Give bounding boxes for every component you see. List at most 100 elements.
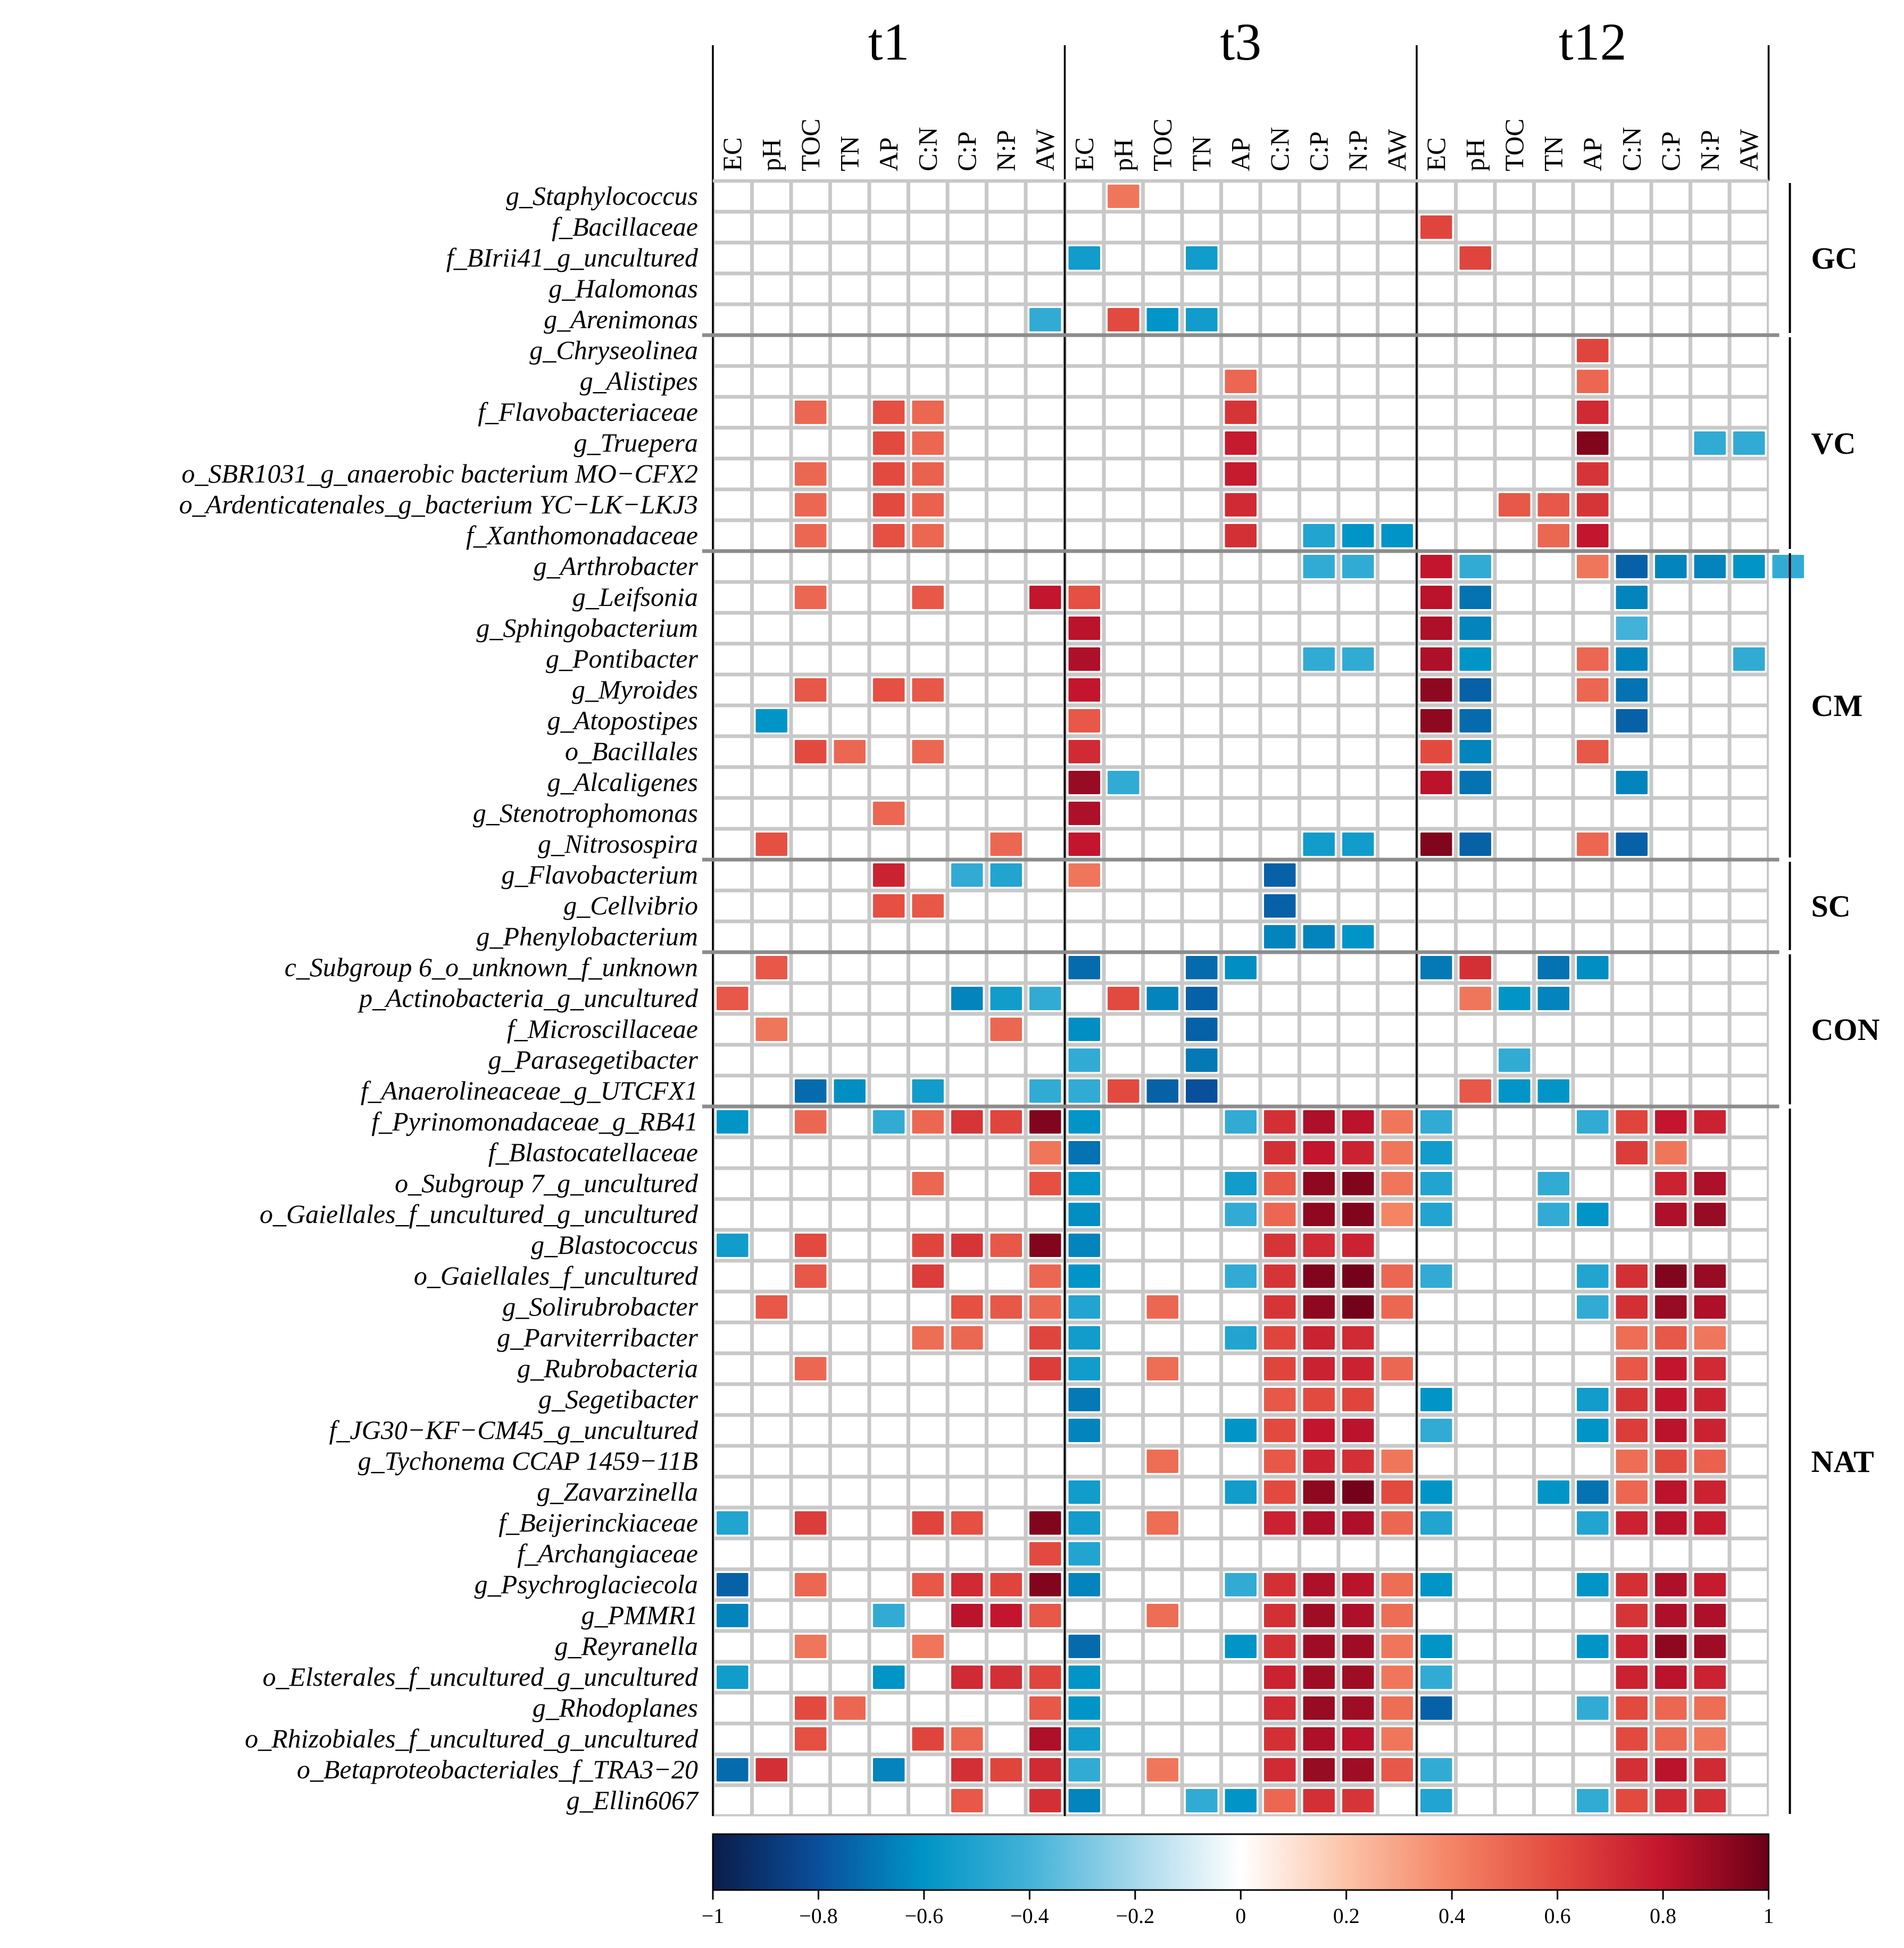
colorbar-tick-label: −1 [702, 1904, 725, 1928]
grid-cell [752, 674, 792, 706]
grid-cell [947, 273, 987, 305]
grid-cell [1534, 365, 1574, 397]
timepoint-label: t12 [1559, 12, 1627, 71]
colorbar-tick-label: 0 [1235, 1904, 1246, 1928]
group-separators [702, 45, 1791, 1816]
grid-cell [1416, 365, 1456, 397]
grid-cell [1260, 1538, 1300, 1570]
row-label: g_Arthrobacter [534, 551, 699, 581]
grid-cell [752, 1106, 792, 1138]
column-label: TN [834, 136, 864, 171]
heatmap-cell [1185, 955, 1219, 980]
grid-cell [1221, 643, 1261, 675]
heatmap-cell [1380, 1202, 1414, 1227]
grid-cell [1338, 736, 1378, 768]
grid-cell [1494, 273, 1534, 305]
grid-cell [1690, 736, 1730, 768]
heatmap-cell [1693, 1757, 1727, 1783]
grid-cell [1494, 335, 1534, 367]
grid-cell [791, 273, 830, 305]
grid-cell [1690, 612, 1730, 644]
grid-cell [869, 952, 909, 984]
grid-cell [1182, 828, 1221, 860]
heatmap-cell [1576, 1634, 1610, 1659]
heatmap-cell [1067, 646, 1101, 672]
grid-cell [1651, 983, 1691, 1014]
grid-cell [1651, 520, 1691, 552]
grid-cell [752, 396, 792, 428]
heatmap-cell [950, 1572, 984, 1597]
grid-cell [752, 1322, 792, 1354]
grid-cell [1494, 1168, 1534, 1200]
grid-cell [791, 242, 830, 274]
grid-cell [947, 828, 987, 860]
grid-cell [1729, 1291, 1769, 1323]
grid-cell [1534, 767, 1574, 798]
heatmap-cell [1067, 1479, 1101, 1505]
grid-cell [1025, 952, 1065, 984]
grid-cell [712, 1723, 752, 1755]
heatmap-cell [1536, 1171, 1570, 1196]
grid-cell [869, 1445, 909, 1477]
grid-cell [1534, 1013, 1574, 1045]
heatmap-cell [1302, 1788, 1336, 1813]
grid-cell [1456, 335, 1495, 367]
grid-cell [986, 458, 1026, 490]
heatmap-cell [1654, 1510, 1688, 1536]
heatmap-cell [1067, 801, 1101, 826]
heatmap-cell [1615, 831, 1649, 857]
grid-cell [1456, 1322, 1495, 1354]
heatmap-cell [1302, 1479, 1336, 1505]
grid-cell [1729, 1013, 1769, 1045]
grid-cell [1494, 396, 1534, 428]
grid-cell [986, 921, 1026, 953]
grid-cell [1651, 304, 1691, 336]
heatmap-cell [872, 523, 906, 548]
grid-cell [1025, 1630, 1065, 1662]
grid-cell [830, 1538, 870, 1570]
heatmap-cell [911, 1510, 945, 1536]
grid-cell [1182, 1661, 1221, 1693]
grid-cell [1182, 211, 1221, 243]
heatmap-cell [1693, 1171, 1727, 1196]
heatmap-cell [1224, 1572, 1258, 1597]
grid-cell [1456, 1260, 1495, 1292]
grid-cell [830, 1630, 870, 1662]
grid-cell [869, 1538, 909, 1570]
grid-cell [986, 1538, 1026, 1570]
grid-cell [1651, 1044, 1691, 1076]
grid-cell [1182, 1445, 1221, 1477]
grid-cell [1182, 705, 1221, 737]
grid-cell [1494, 458, 1534, 490]
grid-cell [1143, 180, 1183, 212]
grid-cell [1612, 335, 1652, 367]
grid-cell [1456, 1106, 1495, 1138]
grid-cell [1377, 890, 1417, 922]
heatmap-cell [1263, 1202, 1297, 1227]
heatmap-cell [872, 893, 906, 919]
grid-cell [1182, 365, 1221, 397]
heatmap-cell [1302, 1572, 1336, 1597]
row-label: f_BIrii41_g_uncultured [446, 243, 699, 272]
grid-cell [1338, 1538, 1378, 1570]
heatmap-cell [1380, 523, 1414, 548]
heatmap-cell [1615, 1325, 1649, 1351]
grid-cell [1573, 1229, 1612, 1261]
row-label: g_Alistipes [580, 366, 698, 396]
grid-cell [1494, 705, 1534, 737]
grid-cell [908, 1692, 948, 1724]
heatmap-cell [1615, 677, 1649, 703]
heatmap-cell [1185, 1078, 1219, 1104]
grid-cell [1221, 890, 1261, 922]
grid-cell [791, 1384, 830, 1416]
heatmap-cell [794, 1695, 828, 1721]
grid-cell [752, 1692, 792, 1724]
heatmap-cell [1576, 1510, 1610, 1536]
grid-cell [986, 705, 1026, 737]
column-label: C:P [1303, 131, 1333, 171]
grid-cell [1729, 921, 1769, 953]
heatmap-cell [1302, 1202, 1336, 1227]
grid-cell [830, 1384, 870, 1416]
heatmap-cell [950, 1510, 984, 1536]
grid-cell [1221, 1353, 1261, 1385]
